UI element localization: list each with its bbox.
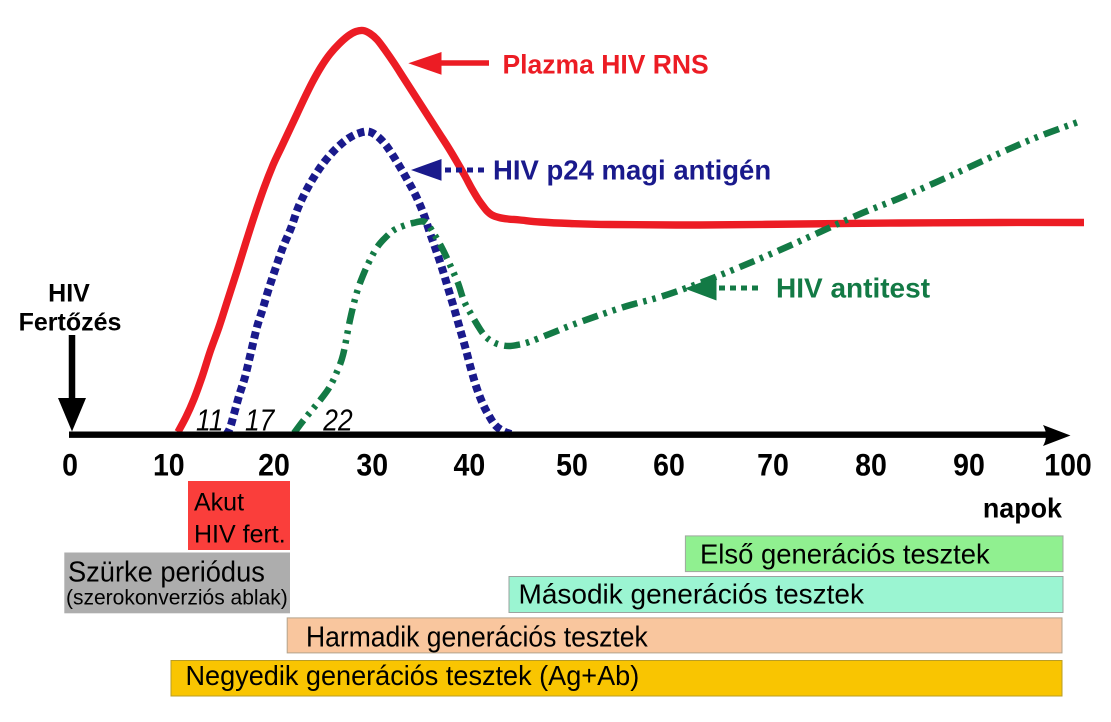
svg-text:Plazma HIV RNS: Plazma HIV RNS bbox=[503, 50, 709, 80]
svg-text:20: 20 bbox=[258, 448, 290, 483]
svg-text:10: 10 bbox=[153, 448, 185, 483]
svg-text:HIV p24 magi antigén: HIV p24 magi antigén bbox=[493, 155, 771, 186]
svg-text:Fertőzés: Fertőzés bbox=[19, 309, 122, 337]
svg-text:Akut: Akut bbox=[194, 489, 244, 517]
svg-text:Második generációs tesztek: Második generációs tesztek bbox=[519, 579, 866, 610]
svg-text:HIV fert.: HIV fert. bbox=[194, 521, 286, 549]
svg-text:80: 80 bbox=[855, 448, 887, 483]
svg-text:40: 40 bbox=[454, 448, 486, 483]
svg-text:100: 100 bbox=[1044, 448, 1092, 483]
svg-text:Szürke periódus: Szürke periódus bbox=[68, 556, 265, 588]
svg-text:HIV antitest: HIV antitest bbox=[776, 273, 930, 304]
svg-text:HIV: HIV bbox=[48, 280, 90, 308]
svg-text:napok: napok bbox=[983, 492, 1063, 524]
svg-text:(szerokonverziós ablak): (szerokonverziós ablak) bbox=[66, 587, 288, 610]
svg-text:Első generációs tesztek: Első generációs tesztek bbox=[700, 538, 990, 569]
svg-text:90: 90 bbox=[953, 448, 985, 483]
svg-text:70: 70 bbox=[757, 448, 789, 483]
svg-text:60: 60 bbox=[653, 448, 685, 483]
svg-text:Negyedik generációs tesztek (A: Negyedik generációs tesztek (Ag+Ab) bbox=[186, 660, 640, 691]
svg-text:Harmadik generációs tesztek: Harmadik generációs tesztek bbox=[306, 621, 648, 653]
svg-text:30: 30 bbox=[356, 448, 388, 483]
svg-text:17: 17 bbox=[245, 404, 275, 438]
svg-text:0: 0 bbox=[62, 448, 78, 483]
svg-text:50: 50 bbox=[556, 448, 588, 483]
svg-text:11: 11 bbox=[196, 404, 223, 438]
svg-text:22: 22 bbox=[322, 404, 352, 438]
